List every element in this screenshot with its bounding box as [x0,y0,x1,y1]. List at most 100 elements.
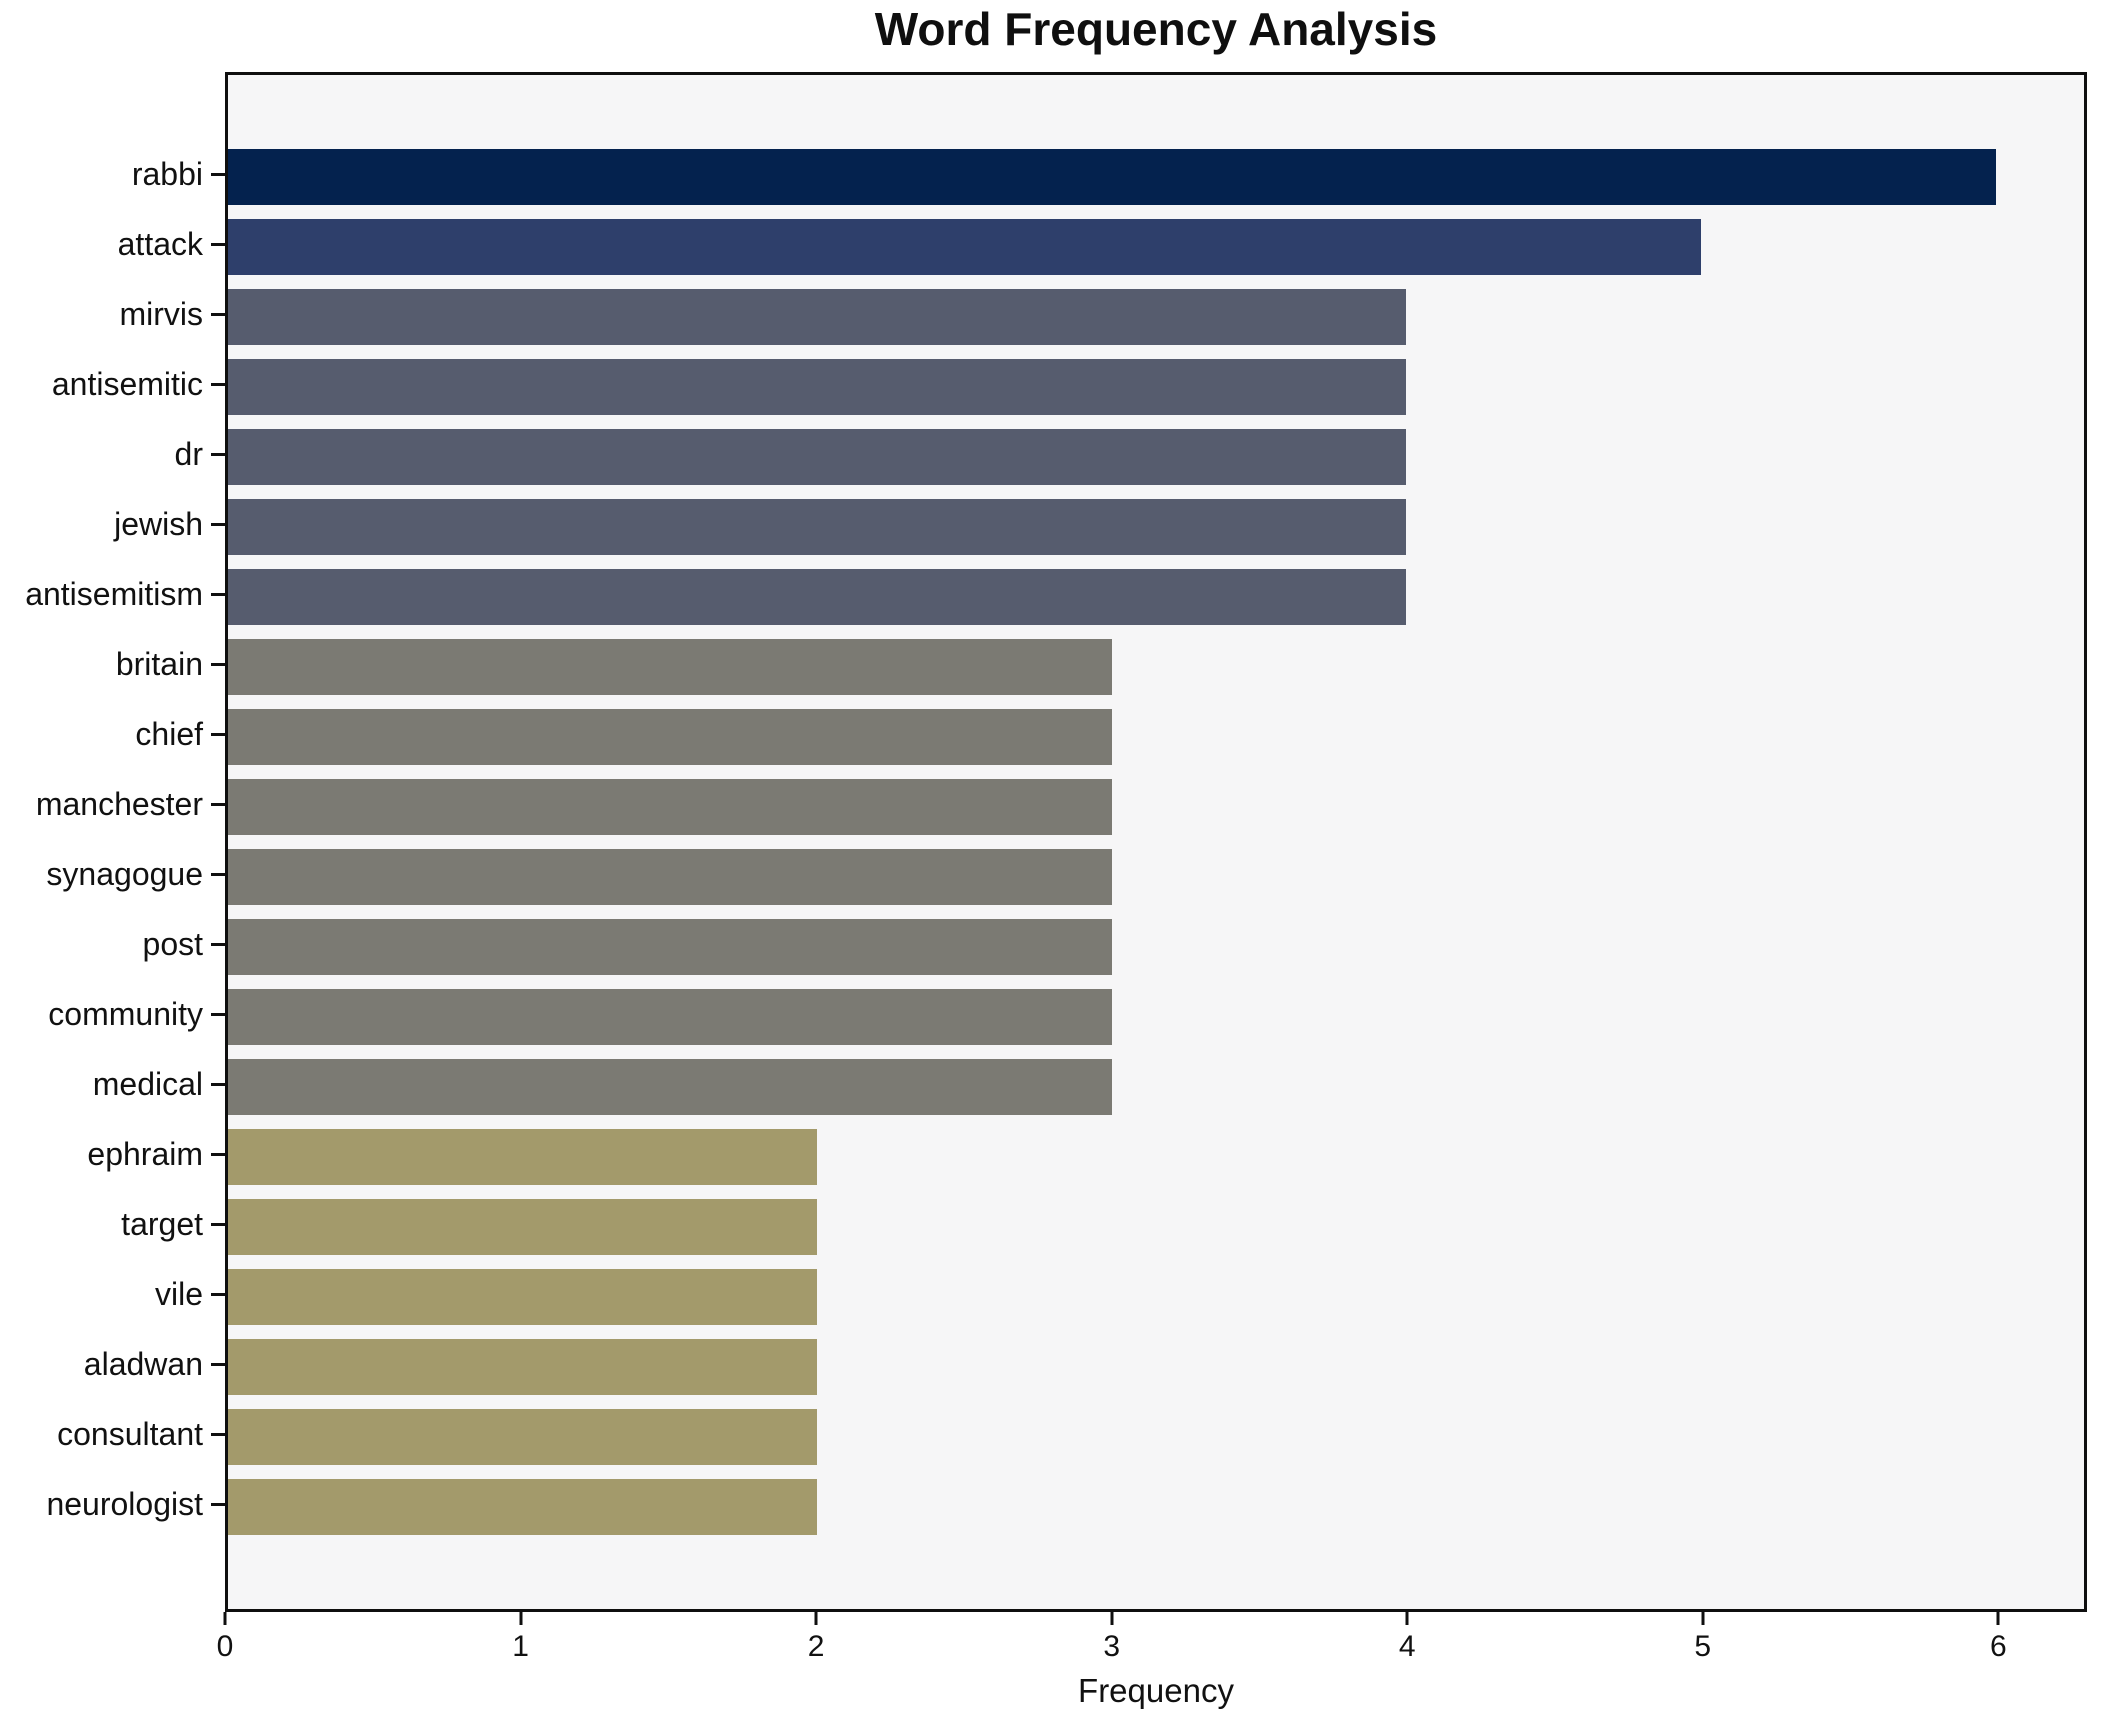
bar-row [228,1472,2084,1542]
bar-row [228,422,2084,492]
bar [228,569,1407,625]
y-row: rabbi [0,139,225,209]
bar [228,1269,818,1325]
bar-row [228,1332,2084,1402]
x-tick-label: 0 [216,1630,234,1663]
bar-row [228,1192,2084,1262]
y-tick-label: antisemitic [51,366,203,402]
y-row: antisemitism [0,559,225,629]
y-tick-label: mirvis [119,296,203,332]
y-tick-mark [211,662,225,666]
x-tick-mark [1110,1612,1114,1625]
y-tick-mark [211,942,225,946]
bar-row [228,212,2084,282]
x-tick-label: 4 [1398,1630,1416,1663]
bar-row [228,702,2084,772]
bar [228,1479,818,1535]
y-tick-label: aladwan [83,1346,203,1382]
y-tick-mark [211,802,225,806]
bar [228,1199,818,1255]
y-tick-mark [211,1012,225,1016]
y-row: britain [0,629,225,699]
bar [228,919,1112,975]
y-tick-label: post [142,926,203,962]
y-tick-mark [211,522,225,526]
bar-row [228,492,2084,562]
bar [228,989,1112,1045]
y-tick-mark [211,1502,225,1506]
x-axis-ticks: 0 1 2 3 4 5 6 [217,1612,2087,1722]
bar [228,219,1701,275]
x-axis-title: Frequency [1078,1672,1234,1709]
y-row: post [0,909,225,979]
bar [228,709,1112,765]
bar [228,1059,1112,1115]
y-tick-label: target [121,1206,203,1242]
y-row: dr [0,419,225,489]
bar [228,639,1112,695]
y-row: manchester [0,769,225,839]
bar [228,429,1407,485]
y-tick-label: chief [135,716,203,752]
bar-row [228,142,2084,212]
bar-row [228,632,2084,702]
y-tick-mark [211,1362,225,1366]
y-tick-label: synagogue [46,856,203,892]
bar [228,1339,818,1395]
chart-title: Word Frequency Analysis [874,3,1438,55]
y-tick-label: rabbi [131,156,203,192]
x-tick-label: 6 [1989,1630,2007,1663]
bar [228,779,1112,835]
bar [228,1409,818,1465]
y-tick-label: jewish [114,506,203,542]
y-row: ephraim [0,1119,225,1189]
y-tick-mark [211,1082,225,1086]
x-tick-mark [519,1612,523,1625]
bar-row [228,562,2084,632]
bar-row [228,282,2084,352]
y-row: chief [0,699,225,769]
y-row: target [0,1189,225,1259]
y-tick-mark [211,382,225,386]
bar [228,289,1407,345]
y-row: mirvis [0,279,225,349]
y-tick-mark [211,592,225,596]
bar [228,359,1407,415]
y-row: neurologist [0,1469,225,1539]
bar-row [228,352,2084,422]
bar [228,149,1996,205]
y-tick-label: manchester [35,786,203,822]
y-tick-mark [211,1152,225,1156]
x-tick-mark [814,1612,818,1625]
bar-row [228,1052,2084,1122]
y-tick-label: britain [115,646,203,682]
bar [228,849,1112,905]
y-tick-label: vile [154,1276,203,1312]
y-row: synagogue [0,839,225,909]
y-tick-label: attack [117,226,203,262]
y-tick-label: community [48,996,203,1032]
y-row: attack [0,209,225,279]
y-row: medical [0,1049,225,1119]
y-tick-label: dr [174,436,203,472]
x-tick-mark [1996,1612,2000,1625]
y-tick-mark [211,1222,225,1226]
y-tick-mark [211,242,225,246]
y-row: consultant [0,1399,225,1469]
y-tick-label: consultant [57,1416,203,1452]
bar-row [228,1402,2084,1472]
bar [228,1129,818,1185]
y-tick-label: neurologist [46,1486,203,1522]
x-tick-label: 1 [512,1630,529,1663]
y-tick-mark [211,312,225,316]
bar-row [228,842,2084,912]
y-tick-mark [211,732,225,736]
y-tick-label: ephraim [87,1136,203,1172]
x-tick-label: 5 [1694,1630,1712,1663]
bar [228,499,1407,555]
plot-area [225,72,2087,1612]
bar-row [228,772,2084,842]
bar-row [228,1122,2084,1192]
y-row: community [0,979,225,1049]
